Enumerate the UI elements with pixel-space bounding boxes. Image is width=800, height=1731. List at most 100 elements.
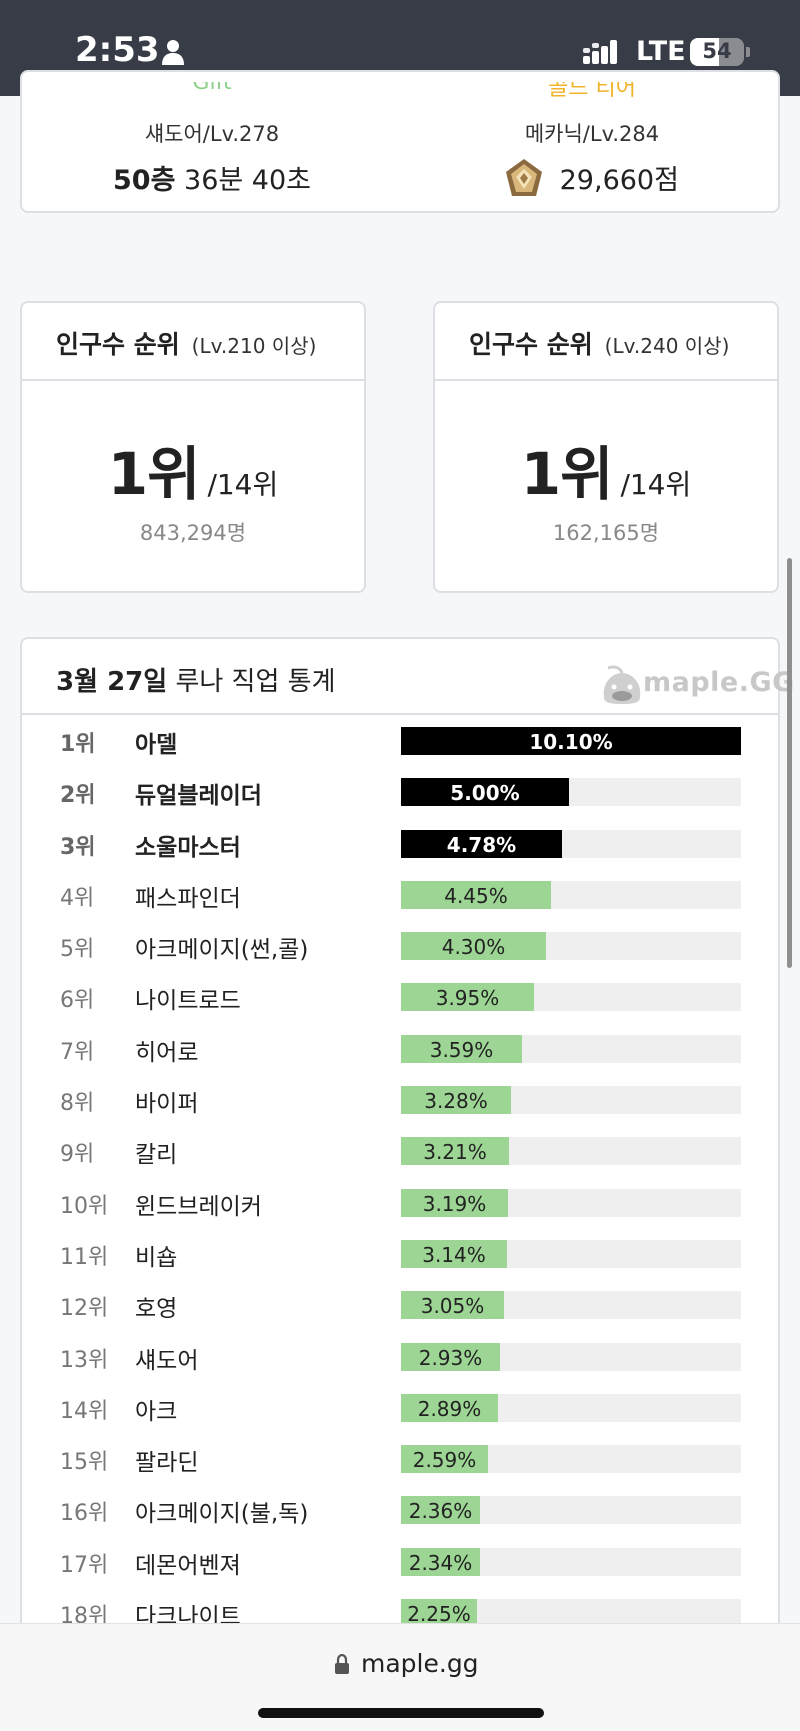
share-percent: 4.78% [446, 832, 517, 857]
class-stat-row: 11위 비숍 3.14% [22, 1230, 778, 1281]
share-bar-fill [401, 932, 546, 961]
class-name: 호영 [135, 1296, 178, 1323]
class-stat-row: 16위 아크메이지(불,독) 2.36% [22, 1486, 778, 1537]
population-rank-value: 1위/14위 [435, 427, 777, 511]
status-time: 2:53 [75, 30, 160, 70]
network-label: LTE [636, 36, 686, 67]
share-percent: 3.19% [422, 1191, 487, 1216]
share-bar-fill [401, 1342, 500, 1371]
class-stat-row: 6위 나이트로드 3.95% [22, 973, 778, 1024]
class-rank: 4위 [60, 885, 95, 911]
population-rank-header: 인구수 순위 (Lv.240 이상) [435, 303, 777, 381]
url-text[interactable]: maple.gg [361, 1649, 479, 1678]
class-stat-row: 17위 데몬어벤져 2.34% [22, 1538, 778, 1589]
share-bar-track: 2.34% [401, 1547, 741, 1576]
class-name: 윈드브레이커 [135, 1193, 262, 1220]
share-bar-track: 3.95% [401, 983, 741, 1012]
share-percent: 2.93% [418, 1345, 483, 1370]
population-rank-card-240: 인구수 순위 (Lv.240 이상) 1위/14위 162,165명 [433, 301, 779, 593]
home-indicator[interactable] [258, 1708, 544, 1718]
share-bar-track: 4.45% [401, 880, 741, 909]
share-bar-track: 4.30% [401, 932, 741, 961]
battery-fill [690, 38, 720, 66]
class-stat-row: 10위 윈드브레이커 3.19% [22, 1179, 778, 1230]
population-rank-value: 1위/14위 [22, 427, 364, 511]
share-bar-fill [401, 983, 534, 1012]
statistics-title: 루나 직업 통계 [175, 667, 336, 697]
class-name: 아크메이지(불,독) [135, 1501, 309, 1528]
share-bar-track: 3.14% [401, 1239, 741, 1268]
class-name: 칼리 [135, 1142, 178, 1169]
class-rank: 2위 [60, 783, 96, 809]
share-percent: 3.05% [420, 1294, 485, 1319]
class-stat-row: 3위 소울마스터 4.78% [22, 820, 778, 871]
class-stat-row: 15위 팔라딘 2.59% [22, 1435, 778, 1486]
statistics-date: 3월 27일 [56, 667, 168, 697]
population-rank-total: /14위 [207, 468, 279, 501]
share-bar-fill [401, 1291, 504, 1320]
share-percent: 2.36% [408, 1499, 473, 1524]
class-stat-row: 2위 듀얼블레이더 5.00% [22, 768, 778, 819]
dojang-record: 50층 36분 40초 [22, 158, 402, 197]
class-rank: 9위 [60, 1142, 95, 1168]
share-percent: 3.59% [429, 1037, 494, 1062]
class-rank: 3위 [60, 834, 96, 860]
dojang-floor: 50층 [113, 165, 176, 196]
class-stat-row: 14위 아크 2.89% [22, 1384, 778, 1435]
class-rank: 7위 [60, 1039, 95, 1065]
dojang-character: 섀도어/Lv.278 [144, 122, 280, 146]
population-rank-title: 인구수 순위 [56, 330, 180, 359]
class-stat-row: 8위 바이퍼 3.28% [22, 1076, 778, 1127]
class-name: 아크메이지(썬,콜) [135, 937, 309, 964]
share-bar-fill [401, 880, 551, 909]
browser-address-bar[interactable]: maple.gg [0, 1623, 800, 1731]
share-percent: 4.30% [441, 935, 506, 960]
share-bar-fill [401, 1445, 488, 1474]
class-rank: 5위 [60, 937, 95, 963]
share-bar-fill [401, 1239, 507, 1268]
class-stat-row: 7위 히어로 3.59% [22, 1025, 778, 1076]
class-rank: 17위 [60, 1552, 109, 1578]
signal-icon [583, 40, 625, 66]
dojang-time: 36분 40초 [184, 165, 311, 196]
population-rank-number: 1위 [107, 440, 201, 508]
ranking-summary-card: Gift 섀도어/Lv.278 50층 36분 40초 골드 티어 메카닉/Lv… [20, 70, 780, 213]
class-name: 바이퍼 [135, 1091, 199, 1118]
union-score: 29,660점 [559, 165, 679, 196]
class-stat-row: 4위 패스파인더 4.45% [22, 871, 778, 922]
share-percent: 3.14% [422, 1242, 486, 1267]
share-percent: 3.28% [424, 1089, 488, 1114]
share-bar-fill [401, 1393, 498, 1422]
class-rank: 10위 [60, 1193, 109, 1219]
share-percent: 2.34% [408, 1550, 473, 1575]
population-count: 162,165명 [552, 521, 660, 545]
class-statistics-list: 1위 아델 10.10% 2위 듀얼블레이더 5.00% 3위 소울마스터 4.78% 4위 패스파… [22, 717, 778, 1640]
share-bar-track: 2.89% [401, 1393, 741, 1422]
class-statistics-card: 3월 27일 루나 직업 통계 maple.GG 1위 아델 10.10% 2위 듀얼블… [20, 637, 794, 1731]
share-bar-track: 2.25% [401, 1599, 741, 1628]
share-bar-fill [401, 1034, 522, 1063]
share-bar-track: 2.59% [401, 1445, 741, 1474]
share-bar-track: 4.78% [401, 829, 741, 858]
share-bar-track: 3.59% [401, 1034, 741, 1063]
class-name: 아델 [135, 732, 178, 758]
share-bar-fill [401, 1086, 511, 1115]
class-stat-row: 13위 섀도어 2.93% [22, 1333, 778, 1384]
class-rank: 11위 [60, 1244, 109, 1270]
share-bar-fill [401, 1599, 477, 1628]
class-name: 듀얼블레이더 [135, 783, 262, 810]
share-bar-fill [401, 778, 569, 807]
share-percent: 2.89% [417, 1396, 482, 1421]
class-rank: 8위 [60, 1091, 95, 1117]
class-rank: 16위 [60, 1501, 109, 1527]
share-percent: 3.95% [435, 986, 500, 1011]
class-rank: 1위 [60, 732, 96, 757]
share-bar-track: 10.10% [401, 727, 741, 755]
class-name: 팔라딘 [135, 1450, 199, 1477]
share-bar-track: 3.05% [401, 1291, 741, 1320]
scrollbar[interactable] [787, 558, 792, 968]
population-rank-number: 1위 [520, 440, 614, 508]
share-bar-track: 2.36% [401, 1496, 741, 1525]
share-bar-fill [401, 1547, 480, 1576]
class-stat-row: 9위 칼리 3.21% [22, 1127, 778, 1178]
